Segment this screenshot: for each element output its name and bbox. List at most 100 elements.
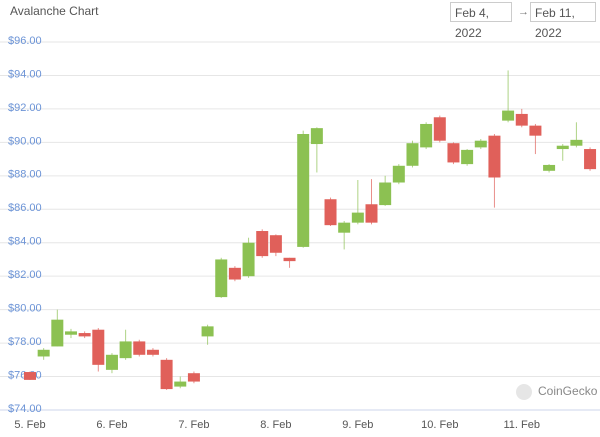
candle <box>515 108 528 128</box>
candle-body <box>297 134 310 247</box>
watermark-text: CoinGecko <box>538 384 598 398</box>
y-tick-label: $78.00 <box>8 336 42 348</box>
candle-body <box>228 267 241 280</box>
candle-body <box>324 199 337 226</box>
candle-body <box>269 235 282 253</box>
candle-body <box>379 182 392 206</box>
candle <box>133 339 146 357</box>
range-arrow: → <box>518 6 529 18</box>
candle-body <box>242 242 255 277</box>
candle-body <box>502 110 515 121</box>
candle <box>584 147 597 171</box>
candle-body <box>105 354 118 370</box>
candle-body <box>543 164 556 171</box>
candle <box>420 122 433 150</box>
candle <box>146 348 159 357</box>
candle <box>433 115 446 143</box>
candle-body <box>488 135 501 178</box>
candle-body <box>119 341 132 359</box>
candle <box>78 331 91 339</box>
candle-body <box>283 257 296 262</box>
candle-body <box>570 139 583 146</box>
candle-body <box>256 231 269 257</box>
candle <box>256 229 269 258</box>
candle-body <box>201 326 214 337</box>
candle-body <box>392 165 405 183</box>
candle <box>447 142 460 165</box>
candle-body <box>215 259 228 298</box>
x-tick-label: 11. Feb <box>504 419 541 431</box>
candle <box>105 353 118 374</box>
candle <box>351 180 364 225</box>
start-date[interactable]: Feb 4, 2022 <box>450 2 512 40</box>
candle <box>324 197 337 226</box>
y-tick-label: $92.00 <box>8 102 42 114</box>
candle <box>228 266 241 282</box>
candle <box>51 309 64 347</box>
candle <box>174 376 187 389</box>
candle-body <box>474 140 487 148</box>
candle-body <box>310 128 323 145</box>
x-tick-label: 7. Feb <box>178 419 209 431</box>
candle-body <box>24 372 36 380</box>
candle-body <box>433 117 446 141</box>
candle <box>242 237 255 278</box>
candle-body <box>92 329 105 365</box>
candle <box>187 371 200 384</box>
y-tick-label: $90.00 <box>8 135 42 147</box>
candle-body <box>338 222 351 233</box>
candle-body <box>584 149 597 170</box>
candle-body <box>351 212 364 223</box>
candle <box>283 257 296 268</box>
candle <box>64 328 77 339</box>
candle <box>119 329 132 360</box>
candle-body <box>406 143 419 166</box>
candle <box>529 123 542 155</box>
candle-body <box>187 373 200 382</box>
candle-body <box>174 381 187 387</box>
candle-body <box>146 349 159 355</box>
candle <box>474 139 487 150</box>
candle-body <box>133 341 146 355</box>
candle <box>556 144 569 161</box>
watermark-icon <box>516 384 532 400</box>
candle <box>160 358 173 390</box>
y-tick-label: $86.00 <box>8 202 42 214</box>
candle <box>201 324 214 345</box>
candle-body <box>461 149 474 165</box>
candle <box>37 348 50 360</box>
watermark: CoinGecko <box>516 384 598 400</box>
candle-body <box>64 331 77 335</box>
candle-body <box>529 125 542 136</box>
y-tick-label: $84.00 <box>8 236 42 248</box>
y-tick-label: $82.00 <box>8 269 42 281</box>
candle <box>269 234 282 257</box>
chart-title: Avalanche Chart <box>10 4 99 18</box>
x-tick-label: 8. Feb <box>260 419 291 431</box>
candle <box>461 149 474 166</box>
candle-body <box>37 349 50 357</box>
y-tick-label: $96.00 <box>8 35 42 47</box>
y-tick-label: $88.00 <box>8 169 42 181</box>
end-date[interactable]: Feb 11, 2022 <box>530 2 596 40</box>
y-tick-label: $74.00 <box>8 403 42 415</box>
candle-body <box>51 319 64 347</box>
candle <box>392 164 405 185</box>
candle <box>297 130 310 248</box>
candle <box>365 179 378 225</box>
candle <box>570 122 583 148</box>
y-tick-label: $94.00 <box>8 68 42 80</box>
candle <box>338 220 351 250</box>
candle-body <box>420 123 433 148</box>
x-tick-label: 5. Feb <box>14 419 45 431</box>
candle <box>379 175 392 206</box>
candle <box>543 164 556 173</box>
candle <box>406 140 419 168</box>
x-tick-label: 10. Feb <box>421 419 458 431</box>
candle <box>310 127 323 173</box>
y-tick-label: $80.00 <box>8 303 42 315</box>
x-tick-label: 6. Feb <box>96 419 127 431</box>
x-tick-label: 9. Feb <box>342 419 373 431</box>
